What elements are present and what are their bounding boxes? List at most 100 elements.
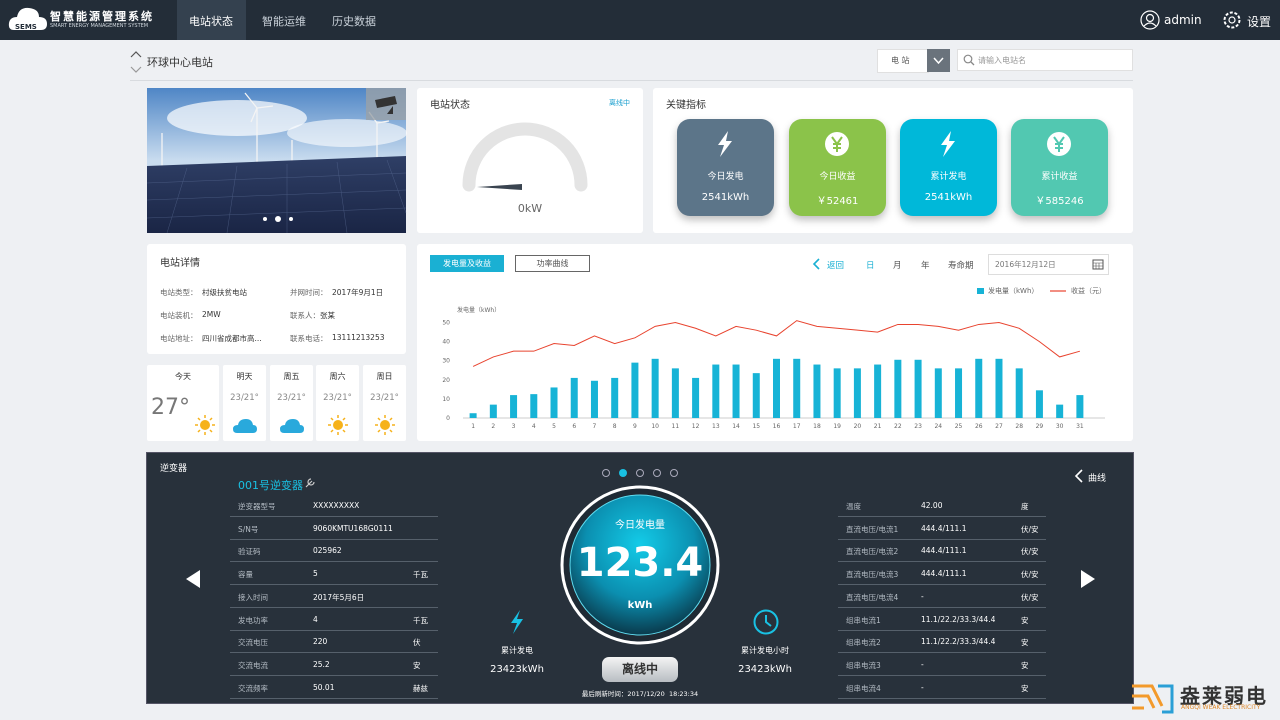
weather-day: 今天 [175,372,191,381]
station-select[interactable] [877,49,929,73]
row-value: 2017年5月6日 [313,592,365,602]
total-hours-label: 累计发电小时 [741,646,789,655]
details-title: 电站详情 [160,258,200,269]
weather-card: 周六 23/21° [316,365,359,441]
detail-label: 电站类型： [160,288,198,297]
x-tick-label: 18 [813,423,821,430]
nav-active-bg[interactable] [177,0,246,40]
bar [1015,368,1023,418]
row-value: - [921,659,924,669]
bar [1076,395,1084,418]
settings-icon[interactable] [1222,10,1242,30]
row-unit: 伏/安 [1021,524,1039,534]
today-dial [560,485,720,645]
x-tick-label: 13 [712,423,720,430]
row-label: 组串电流2 [846,638,881,648]
row-unit: 伏/安 [1021,592,1039,602]
weather-day: 明天 [236,372,253,381]
row-label: 直流电压/电流3 [846,570,899,580]
x-tick-label: 26 [975,423,983,430]
table-row-line [230,584,438,586]
period[interactable]: 日 [866,261,875,271]
search-placeholder[interactable]: 请输入电站名 [978,56,1026,65]
x-tick-label: 30 [1056,423,1064,430]
metric-tile: 今日发电 2541kWh [677,119,774,216]
station-toggle[interactable] [130,50,142,74]
tab-active[interactable]: 发电量及收益 [430,255,504,272]
x-tick-label: 23 [914,423,922,430]
calendar-icon[interactable] [1092,258,1104,270]
row-label: 直流电压/电流1 [846,524,899,534]
logo-subtitle: SMART ENERGY MANAGEMENT SYSTEM [50,23,149,29]
x-tick-label: 16 [773,423,781,430]
bar [813,364,821,418]
row-unit: 千瓦 [413,570,428,580]
back-icon[interactable] [812,258,821,270]
row-label: S/N号 [238,524,259,534]
search-box[interactable] [957,49,1133,71]
bar [530,394,538,418]
metric-value: ￥52461 [816,196,859,207]
row-value: 444.4/111.1 [921,523,967,533]
station-select-text[interactable]: 电 站 [891,56,910,65]
bar [611,377,619,418]
detail-label: 联系电话： [290,334,328,343]
next-arrow[interactable] [1078,569,1098,589]
user-name[interactable]: admin [1164,13,1202,27]
bar [712,364,720,418]
nav-item[interactable]: 历史数据 [332,15,376,28]
details-card: 电站详情 电站类型： 村级扶贫电站 并网时间： 2017年9月1日 电站装机： 2MW 联系… [147,244,406,354]
row-unit: 伏 [413,638,421,648]
edit-icon[interactable] [304,477,316,489]
row-unit: 度 [1021,502,1029,511]
select-button[interactable] [927,49,950,72]
y-tick-label: 10 [442,396,450,403]
x-tick-label: 3 [512,423,516,430]
table-row-line [230,538,438,540]
weather-card: 明天 23/21° [223,365,266,441]
bar [995,358,1003,418]
bar [1056,404,1064,418]
bar [955,368,963,418]
row-value: 11.1/22.2/33.3/44.4 [921,637,996,647]
nav-item[interactable]: 电站状态 [189,15,233,28]
metric-tile: 累计收益 ￥585246 [1011,119,1108,216]
watermark-subtitle: ANGQI WEAK ELECTRICITY [1181,704,1261,711]
period[interactable]: 月 [893,261,902,271]
user-icon[interactable] [1140,10,1160,30]
table-row-line [838,652,1046,654]
table-row-line [838,606,1046,608]
prev-arrow[interactable] [183,569,203,589]
period[interactable]: 年 [921,261,930,271]
row-unit: 安 [413,660,421,670]
back-link[interactable]: 返回 [827,261,845,271]
tab[interactable]: 功率曲线 [515,255,590,272]
weather-icon [195,415,215,435]
date-box[interactable] [988,254,1109,275]
row-value: 444.4/111.1 [921,546,967,556]
bar [631,362,639,418]
period[interactable]: 寿命期 [948,261,974,271]
curve-label[interactable]: 曲线 [1088,474,1107,484]
inverter-name[interactable]: 001号逆变器 [238,479,303,492]
row-value: - [921,591,924,601]
x-tick-label: 1 [471,423,475,430]
metric-label: 今日收益 [819,172,856,182]
search-icon[interactable] [963,54,975,66]
nav-item[interactable]: 智能运维 [262,15,306,28]
metric-icon [825,132,849,156]
curve-back[interactable] [1074,469,1084,483]
logo-title: 智慧能源管理系统 [50,10,154,23]
weather-icon [279,419,304,433]
date-text[interactable]: 2016年12月12日 [995,260,1056,269]
x-tick-label: 21 [874,423,882,430]
table-row-line [230,561,438,563]
settings-label[interactable]: 设置 [1247,15,1272,29]
state-button[interactable]: 离线中 [602,657,678,682]
pager[interactable] [600,467,680,479]
row-label: 组串电流3 [846,660,881,670]
dial-value: 123.4 [576,540,704,586]
metrics-title: 关键指标 [666,100,706,111]
detail-label: 电站地址： [160,334,198,343]
dial-label: 今日发电量 [615,520,665,531]
